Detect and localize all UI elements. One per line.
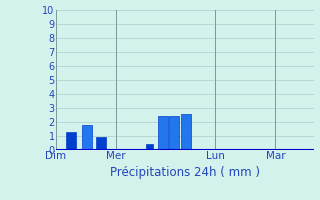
Bar xyxy=(169,116,179,150)
Bar xyxy=(96,137,106,150)
Bar xyxy=(181,114,191,150)
Bar xyxy=(146,144,153,150)
Bar xyxy=(66,132,76,150)
Bar xyxy=(82,125,92,150)
X-axis label: Précipitations 24h ( mm ): Précipitations 24h ( mm ) xyxy=(110,166,260,179)
Bar xyxy=(158,116,168,150)
